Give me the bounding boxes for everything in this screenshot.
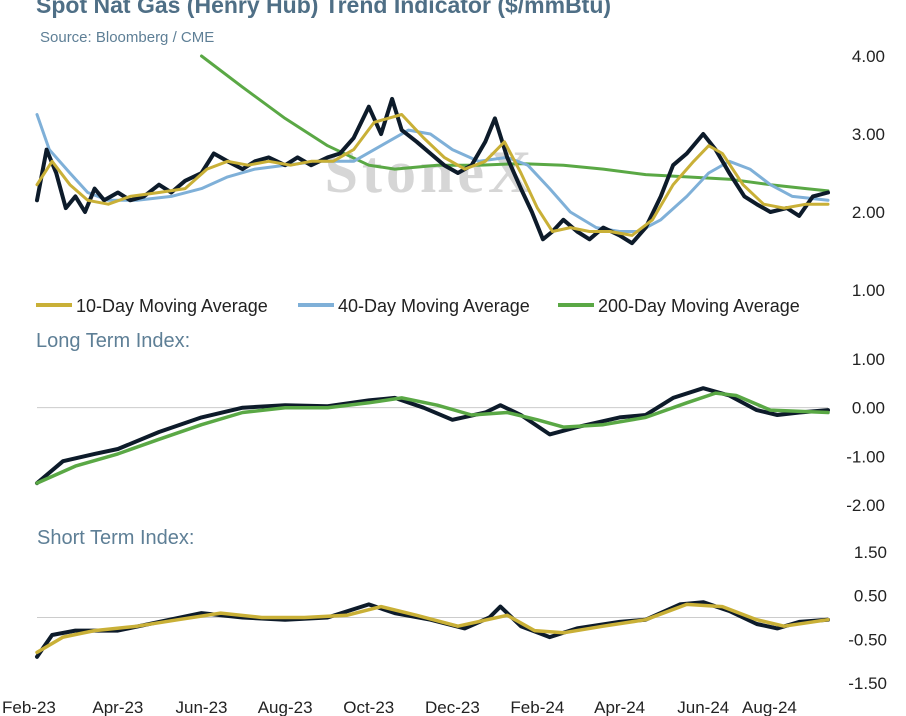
price-y-tick-label: 1.00 (852, 281, 885, 300)
legend-label-ma200: 200-Day Moving Average (598, 296, 800, 316)
short-term-index-title: Short Term Index: (37, 527, 195, 549)
legend-label-ma40: 40-Day Moving Average (338, 296, 530, 316)
long-signal-series-line (35, 391, 830, 485)
long-y-tick-label: -2.00 (846, 496, 885, 515)
long-y-tick-label: -1.00 (846, 447, 885, 466)
legend-label-ma10: 10-Day Moving Average (76, 296, 268, 316)
x-tick-label: Feb-24 (510, 698, 564, 716)
long-y-tick-label: 1.00 (852, 350, 885, 369)
price-ma40-series-line (35, 113, 830, 233)
long-y-tick-label: 0.00 (852, 399, 885, 418)
x-tick-label: Dec-23 (425, 698, 480, 716)
x-tick-label: Feb-23 (2, 698, 56, 716)
chart-source: Source: Bloomberg / CME (40, 29, 215, 46)
short-y-tick-label: -1.50 (848, 674, 887, 693)
long-term-index-title: Long Term Index: (36, 330, 191, 352)
short-y-tick-label: -0.50 (848, 630, 887, 649)
legend-item-ma40: 40-Day Moving Average (298, 296, 530, 316)
price-y-tick-label: 3.00 (852, 125, 885, 144)
x-tick-label: Aug-23 (258, 698, 313, 716)
short-y-tick-label: 0.50 (854, 587, 887, 606)
price-y-tick-label: 4.00 (852, 47, 885, 66)
short-y-tick-label: 1.50 (854, 543, 887, 562)
legend-item-ma10: 10-Day Moving Average (36, 296, 268, 316)
x-tick-label: Jun-24 (677, 698, 729, 716)
short-index-series-line (35, 600, 830, 659)
x-tick-label: Apr-24 (594, 698, 645, 716)
price-ma10-series-line (35, 113, 830, 237)
chart-title: Spot Nat Gas (Henry Hub) Trend Indicator… (36, 0, 612, 18)
x-tick-label: Jun-23 (176, 698, 228, 716)
x-tick-label: Oct-23 (343, 698, 394, 716)
price-y-tick-label: 2.00 (852, 203, 885, 222)
short-signal-series-line (35, 602, 830, 655)
legend-item-ma200: 200-Day Moving Average (558, 296, 800, 316)
x-tick-label: Aug-24 (742, 698, 797, 716)
x-tick-label: Apr-23 (92, 698, 143, 716)
